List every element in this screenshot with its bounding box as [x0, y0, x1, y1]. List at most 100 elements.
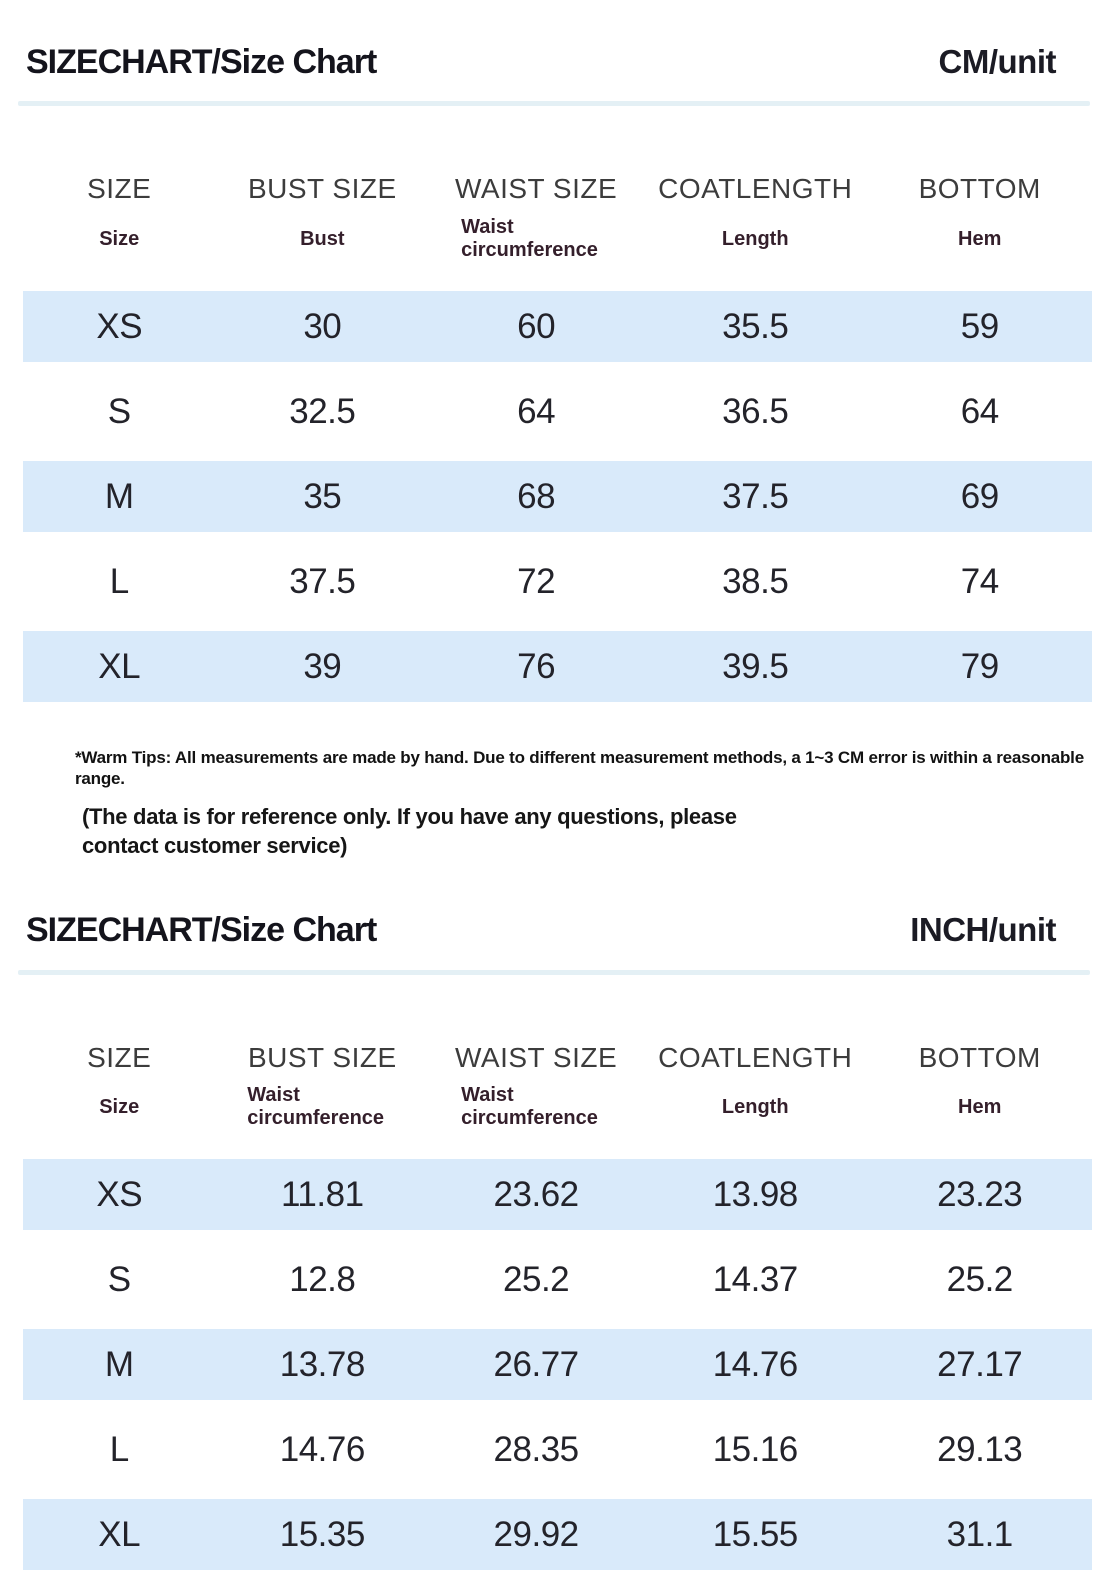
hem-cell: 59 [960, 306, 999, 346]
bust-cell: 11.81 [281, 1174, 364, 1214]
size-cell: M [104, 476, 134, 516]
waist-cell: 64 [517, 391, 556, 431]
table-row-xl: XL 39 76 39.5 79 [23, 631, 1092, 703]
size-cell: XL [98, 646, 141, 686]
size-cell: L [109, 1429, 129, 1469]
hem-cell: 29.13 [937, 1429, 1023, 1469]
waist-cell: 28.35 [493, 1429, 580, 1469]
cm-table-body: XS 30 60 35.5 59 S 32.5 64 36.5 64 M 35 … [23, 291, 1092, 703]
column-main-label: SIZE [87, 173, 152, 205]
hem-cell: 23.23 [937, 1174, 1023, 1214]
bust-cell: 30 [303, 306, 342, 346]
length-cell: 14.76 [712, 1344, 799, 1384]
hem-cell: 27.17 [937, 1344, 1023, 1384]
length-cell: 14.37 [712, 1259, 799, 1299]
size-cell: L [109, 561, 129, 601]
size-chart-cm-section: SIZECHART/Size Chart CM/unit SIZE Size B… [0, 0, 1104, 860]
inch-section-header: SIZECHART/Size Chart INCH/unit [0, 860, 1104, 949]
page-title: SIZECHART/Size Chart [26, 911, 377, 950]
column-main-label: BUST SIZE [247, 1041, 397, 1073]
length-cell: 15.55 [712, 1514, 799, 1554]
waist-cell: 25.2 [503, 1259, 570, 1299]
column-sub-label: Size [99, 1095, 140, 1118]
warm-tips-text: *Warm Tips: All measurements are made by… [75, 748, 1084, 788]
length-cell: 35.5 [722, 306, 789, 346]
column-header-waist: WAIST SIZE Waist circumference [429, 1041, 643, 1134]
column-sub-label: Waist circumference [247, 1084, 385, 1130]
waist-cell: 76 [517, 646, 556, 686]
page-title: SIZECHART/Size Chart [26, 43, 377, 81]
bust-cell: 37.5 [289, 561, 356, 601]
table-row-xl: XL 15.35 29.92 15.55 31.1 [23, 1499, 1092, 1570]
size-cell: XS [96, 1174, 143, 1214]
bust-cell: 39 [303, 646, 342, 686]
column-sub-label: Length [721, 227, 789, 250]
waist-cell: 29.92 [493, 1514, 580, 1554]
column-main-label: BOTTOM [918, 1041, 1041, 1073]
waist-cell: 26.77 [493, 1344, 580, 1384]
table-row-m: M 13.78 26.77 14.76 27.17 [23, 1329, 1092, 1401]
table-row-xs: XS 30 60 35.5 59 [23, 291, 1092, 363]
column-header-bust: BUST SIZE Bust [215, 174, 429, 265]
length-cell: 38.5 [722, 561, 789, 601]
column-sub-label: Hem [958, 227, 1002, 250]
hem-cell: 64 [960, 391, 999, 431]
header-divider [18, 101, 1090, 107]
size-cell: S [107, 1259, 131, 1299]
cm-section-header: SIZECHART/Size Chart CM/unit [0, 0, 1104, 81]
column-main-label: BOTTOM [918, 173, 1041, 205]
column-header-bottom: BOTTOM Hem [867, 1041, 1091, 1134]
column-main-label: SIZE [87, 1041, 152, 1073]
size-cell: XL [98, 1514, 141, 1554]
hem-cell: 74 [960, 561, 999, 601]
bust-cell: 14.76 [279, 1429, 366, 1469]
hem-cell: 31.1 [946, 1514, 1014, 1554]
inch-table-body: XS 11.81 23.62 13.98 23.23 S 12.8 25.2 1… [23, 1159, 1092, 1570]
table-row-s: S 12.8 25.2 14.37 25.2 [23, 1244, 1092, 1315]
column-main-label: WAIST SIZE [455, 1041, 618, 1073]
column-sub-label: Size [99, 227, 140, 250]
reference-note-line1: (The data is for reference only. If you … [82, 803, 737, 829]
table-row-m: M 35 68 37.5 69 [23, 461, 1092, 533]
bust-cell: 35 [303, 476, 342, 516]
waist-cell: 23.62 [493, 1174, 580, 1214]
waist-cell: 72 [517, 561, 556, 601]
bust-cell: 12.8 [289, 1259, 356, 1299]
column-header-coatlength: COATLENGTH Length [643, 1041, 867, 1134]
table-row-xs: XS 11.81 23.62 13.98 23.23 [23, 1159, 1092, 1231]
length-cell: 36.5 [722, 391, 789, 431]
reference-note: (The data is for reference only. If you … [82, 803, 1104, 860]
column-main-label: WAIST SIZE [455, 173, 618, 205]
header-divider [18, 969, 1090, 975]
column-sub-label: Hem [958, 1095, 1002, 1118]
column-main-label: COATLENGTH [658, 1041, 853, 1073]
column-sub-label: Bust [300, 227, 345, 250]
size-cell: XS [96, 306, 143, 346]
size-cell: S [107, 391, 131, 431]
column-main-label: BUST SIZE [247, 173, 397, 205]
table-row-l: L 37.5 72 38.5 74 [23, 546, 1092, 617]
length-cell: 13.98 [712, 1174, 799, 1214]
notes-block: *Warm Tips: All measurements are made by… [75, 748, 1104, 860]
size-cell: M [104, 1344, 134, 1384]
reference-note-line2: contact customer service) [82, 832, 348, 858]
table-row-l: L 14.76 28.35 15.16 29.13 [23, 1414, 1092, 1485]
column-header-coatlength: COATLENGTH Length [643, 174, 867, 265]
column-sub-label: Length [721, 1095, 789, 1118]
column-main-label: COATLENGTH [658, 173, 853, 205]
waist-cell: 68 [517, 476, 556, 516]
length-cell: 37.5 [722, 476, 789, 516]
size-chart-inch-section: SIZECHART/Size Chart INCH/unit SIZE Size… [0, 860, 1104, 1570]
bust-cell: 13.78 [279, 1344, 366, 1384]
column-header-size: SIZE Size [23, 174, 215, 265]
column-header-row: SIZE Size BUST SIZE Bust WAIST SIZE Wais… [23, 174, 1092, 265]
unit-label-inch: INCH/unit [910, 911, 1056, 949]
column-header-bust: BUST SIZE Waist circumference [215, 1041, 429, 1134]
waist-cell: 60 [517, 306, 556, 346]
bust-cell: 15.35 [279, 1514, 366, 1554]
column-header-row: SIZE Size BUST SIZE Waist circumference … [23, 1041, 1092, 1134]
column-sub-label: Waist circumference [461, 1084, 598, 1130]
hem-cell: 69 [960, 476, 999, 516]
hem-cell: 25.2 [946, 1259, 1014, 1299]
column-sub-label: Waist circumference [461, 216, 598, 262]
